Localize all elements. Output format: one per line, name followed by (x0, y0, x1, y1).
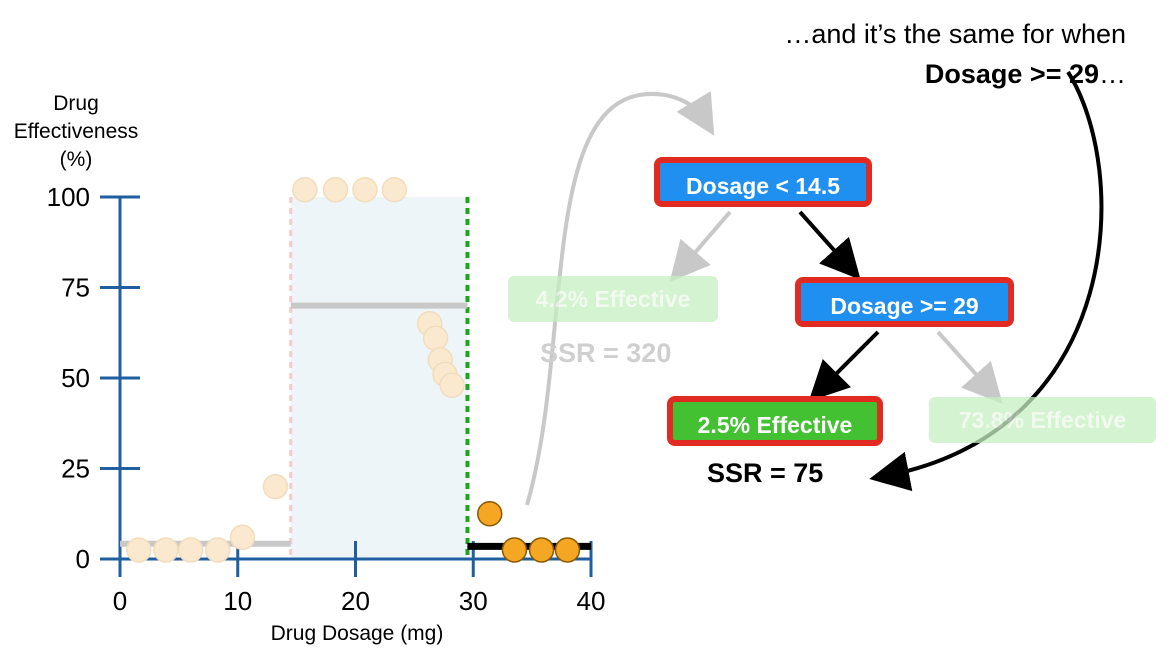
edge-inner-to-left-leaf (808, 330, 880, 402)
left-leaf-ssr: SSR = 320 (540, 338, 672, 368)
y-tick-label: 50 (61, 363, 90, 393)
caption-line2: Dosage >= 29… (700, 54, 1126, 94)
data-point-faded (262, 473, 289, 500)
curved-arrow-black (869, 70, 1104, 492)
y-axis-label-line2: Effectiveness (14, 120, 139, 143)
edge-inner-to-right-leaf (936, 330, 1003, 404)
y-axis-label-line1: Drug (53, 92, 99, 115)
y-tick-label: 25 (61, 454, 90, 484)
inner-node-label: Dosage >= 29 (830, 293, 979, 319)
data-point-highlight (554, 537, 581, 563)
caption-line1: …and it’s the same for when (784, 19, 1126, 49)
data-point-faded (292, 177, 318, 203)
edge-root-to-left-leaf (669, 210, 732, 283)
inner-left-leaf-label: 2.5% Effective (697, 412, 853, 438)
y-axis-label-line3: (%) (60, 148, 93, 171)
x-tick-label: 0 (113, 586, 127, 616)
data-point-highlight (501, 537, 528, 563)
caption-ellipsis: … (1099, 59, 1126, 89)
left-leaf-label: 4.2% Effective (535, 286, 691, 312)
data-point-faded (126, 537, 152, 563)
caption: …and it’s the same for when Dosage >= 29… (700, 14, 1126, 94)
curved-arrow-gray (525, 91, 715, 506)
caption-condition: Dosage >= 29 (924, 59, 1099, 89)
root-node-label: Dosage < 14.5 (685, 173, 841, 199)
data-point-faded (352, 177, 378, 203)
inner-right-leaf-label: 73.8% Effective (958, 407, 1127, 433)
inner-left-leaf-node: 2.5% Effective (669, 398, 881, 444)
data-point-highlight (528, 537, 555, 563)
y-tick-label: 100 (47, 182, 90, 212)
data-point-faded (381, 177, 408, 203)
data-point-highlight (476, 501, 503, 527)
inner-right-leaf-node: 73.8% Effective (929, 397, 1156, 443)
x-tick-label: 30 (459, 586, 488, 616)
left-leaf-node: 4.2% Effective (508, 276, 718, 322)
x-tick-label: 40 (577, 586, 606, 616)
data-point-faded (204, 537, 231, 563)
data-point-faded (229, 524, 256, 551)
data-point-faded (422, 325, 449, 351)
y-tick-label: 75 (61, 273, 90, 303)
x-tick-label: 20 (341, 586, 370, 616)
inner-left-leaf-ssr: SSR = 75 (707, 458, 824, 488)
data-point-faded (153, 537, 179, 563)
inner-node: Dosage >= 29 (797, 279, 1012, 325)
data-point-faded (177, 537, 204, 563)
x-axis-label: Drug Dosage (mg) (271, 622, 444, 645)
root-node: Dosage < 14.5 (656, 159, 870, 205)
data-point-faded (322, 177, 349, 203)
data-point-faded (439, 372, 465, 398)
x-tick-label: 10 (223, 586, 252, 616)
edge-root-to-inner (798, 210, 861, 280)
scatter-chart: 0 25 50 75 100 0 10 20 30 40 (47, 177, 606, 616)
y-tick-label: 0 (76, 544, 90, 574)
